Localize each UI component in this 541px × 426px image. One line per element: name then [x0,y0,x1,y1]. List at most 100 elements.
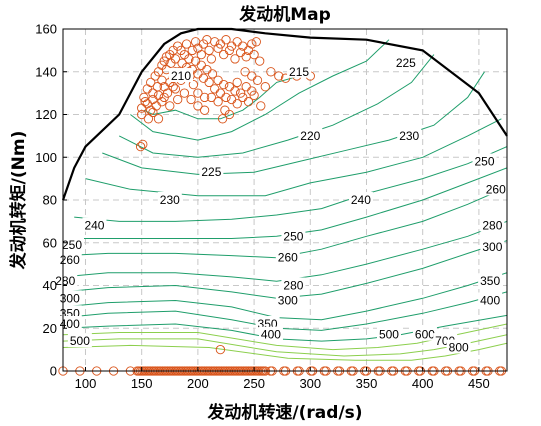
operating-point [232,37,242,47]
operating-point [146,77,156,88]
operating-point [206,92,217,103]
contour-label-text: 260 [278,251,298,265]
contour-label: 230 [397,127,422,143]
contour-line-215 [130,39,390,141]
contour-label-bg [157,192,182,206]
operating-point [184,54,194,64]
operating-point [206,54,217,64]
contour-label-text: 260 [486,182,506,196]
contour-label: 300 [275,292,300,307]
operating-point [196,49,206,60]
contour-label: 350 [478,273,503,288]
contour-label-bg [53,273,78,288]
operating-point [219,79,229,90]
x-tick-label: 400 [412,376,434,391]
contour-label-bg [255,315,280,330]
contour-line-250 [65,167,507,239]
operating-point [247,39,257,49]
x-tick-label: 200 [187,376,209,391]
operating-point [204,45,214,56]
x-axis-ticks: 100 150 200 250 300 350 400 450 [75,367,490,391]
contour-label-bg [446,339,471,354]
operating-point [249,90,259,100]
y-axis-label: 发动机转矩/(Nm) [8,131,29,271]
operating-point [213,97,223,107]
contour-label-text: 240 [351,193,371,207]
y-tick-label: 100 [35,150,57,165]
operating-point [142,99,152,109]
operating-point [241,82,251,92]
contour-label-bg [67,333,92,348]
contour-label: 280 [480,217,505,233]
operating-point [232,99,242,109]
operating-point [210,84,220,94]
y-tick-label: 20 [43,321,57,336]
contour-label: 260 [57,251,82,267]
operating-point [173,94,183,105]
operating-point [135,141,146,152]
contour-label-text: 400 [60,317,80,331]
operating-point [213,75,223,85]
operating-point [153,90,164,100]
contour-label-bg [298,127,323,142]
contour-label-text: 300 [482,240,502,254]
operating-point [137,109,147,120]
operating-point [168,82,178,92]
contour-label-text: 280 [55,274,75,288]
operating-point [166,58,176,68]
contour-label-bg [258,326,283,341]
y-tick-label: 160 [35,22,57,37]
x-tick-label: 100 [75,376,97,391]
operating-point [226,94,237,105]
operating-point [221,92,231,103]
contour-label-text: 500 [379,328,399,342]
contour-label-bg [412,326,437,341]
operating-point [266,67,276,77]
contour-label-bg [483,181,508,196]
operating-point [255,56,265,66]
operating-point [224,109,235,120]
contour-label-bg [275,292,300,307]
y-tick-label: 60 [43,235,57,250]
operating-point [142,84,152,94]
contour-label-text: 260 [60,253,80,267]
contour-label: 500 [67,333,92,348]
contour-label: 500 [376,326,401,342]
operating-point [240,67,250,77]
contour-label-text: 400 [261,328,281,342]
contour-label: 280 [53,273,78,288]
contour-label: 400 [57,315,82,331]
contour-label-text: 250 [62,238,82,252]
contour-label-bg [275,249,300,264]
operating-point [140,97,150,107]
contour-line-220 [118,54,435,158]
contour-label-bg [376,326,401,341]
contour-label: 240 [82,217,107,233]
operating-point [177,58,187,68]
operating-point [274,71,284,81]
operating-point [148,88,158,98]
contour-label-bg [169,68,194,83]
operating-point [199,92,210,103]
x-tick-label: 300 [299,376,321,391]
contour-label-text: 400 [480,293,500,307]
contour-label: 300 [57,290,82,305]
operating-point [235,88,246,98]
operating-point [280,73,291,83]
operating-point [152,82,163,92]
contour-label-text: 220 [300,129,320,143]
contour-label-text: 300 [278,293,298,307]
y-tick-label: 80 [43,193,57,208]
y-tick-label: 140 [35,64,57,79]
contour-label-text: 280 [482,219,502,233]
contour-label-bg [281,277,306,292]
contour-label-bg [199,164,224,179]
contour-line-240 [74,146,507,222]
contour-label: 215 [287,63,312,79]
contour-label: 240 [348,192,373,207]
chart-title: 发动机Map [238,4,331,25]
contour-line-225 [102,71,485,175]
contour-label: 400 [478,292,503,307]
contour-line-230 [85,118,502,197]
contour-label: 300 [480,239,505,254]
